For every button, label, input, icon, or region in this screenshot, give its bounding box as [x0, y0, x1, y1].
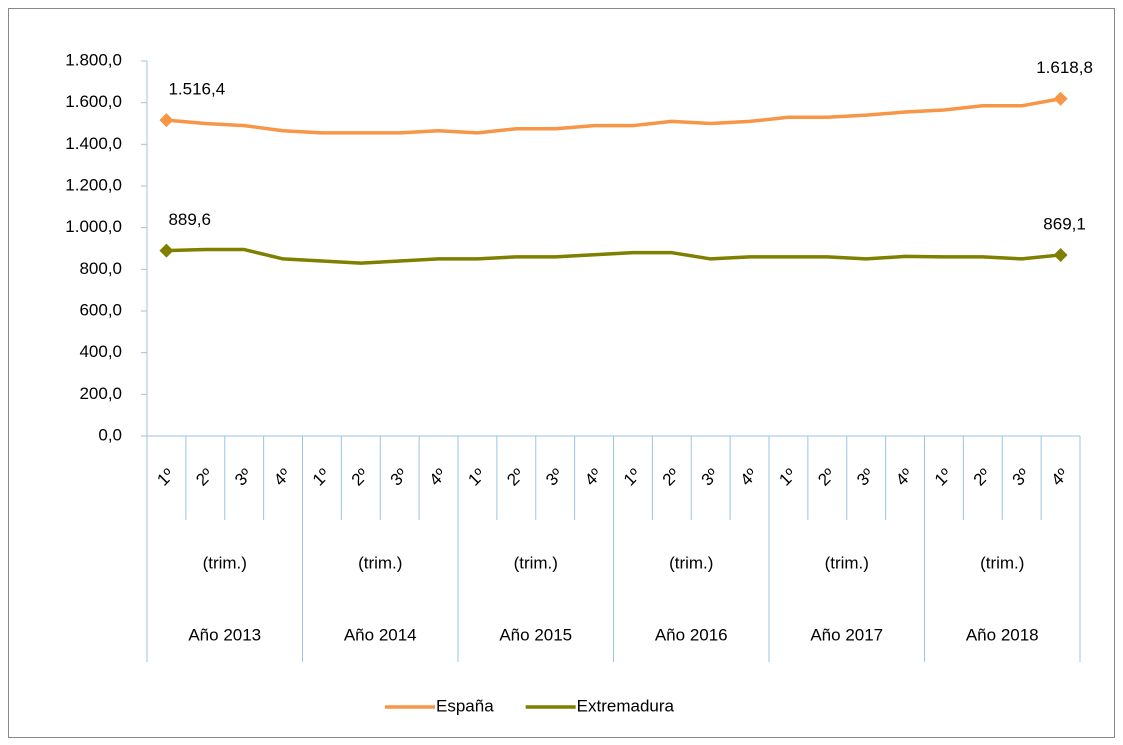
- point-marker: [159, 113, 174, 128]
- chart-border: [8, 8, 1115, 738]
- data-label: 869,1: [1043, 214, 1086, 233]
- group-unit-label: (trim.): [358, 553, 402, 572]
- y-tick-label: 1.200,0: [65, 175, 122, 194]
- y-tick-label: 600,0: [79, 300, 122, 319]
- point-marker: [1053, 247, 1068, 262]
- y-tick-label: 800,0: [79, 259, 122, 278]
- y-tick-label: 0,0: [98, 425, 122, 444]
- y-tick-label: 1.800,0: [65, 50, 122, 69]
- legend-label: España: [436, 696, 494, 715]
- group-label: Año 2015: [499, 625, 572, 644]
- group-label: Año 2013: [188, 625, 261, 644]
- group-label: Año 2018: [966, 625, 1039, 644]
- group-unit-label: (trim.): [669, 553, 713, 572]
- group-label: Año 2016: [655, 625, 728, 644]
- group-label: Año 2017: [810, 625, 883, 644]
- point-marker: [159, 243, 174, 258]
- legend-label: Extremadura: [577, 696, 675, 715]
- series-line: [166, 97, 1061, 135]
- y-tick-label: 400,0: [79, 342, 122, 361]
- series-line: [166, 247, 1061, 265]
- group-label: Año 2014: [344, 625, 417, 644]
- group-unit-label: (trim.): [825, 553, 869, 572]
- y-tick-label: 1.400,0: [65, 134, 122, 153]
- y-tick-label: 1.600,0: [65, 92, 122, 111]
- y-tick-label: 200,0: [79, 384, 122, 403]
- group-unit-label: (trim.): [980, 553, 1024, 572]
- point-marker: [1053, 91, 1068, 106]
- group-unit-label: (trim.): [203, 553, 247, 572]
- data-label: 889,6: [168, 210, 211, 229]
- data-label: 1.618,8: [1036, 58, 1093, 77]
- group-unit-label: (trim.): [514, 553, 558, 572]
- y-tick-label: 1.000,0: [65, 217, 122, 236]
- data-label: 1.516,4: [168, 80, 225, 99]
